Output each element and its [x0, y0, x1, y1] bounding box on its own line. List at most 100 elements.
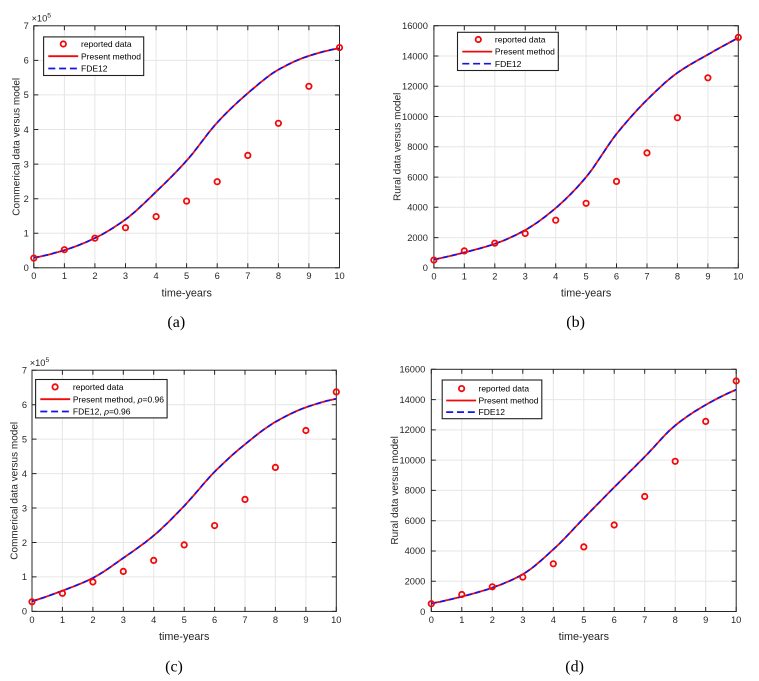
svg-text:2: 2 [22, 538, 27, 548]
svg-text:4: 4 [551, 615, 556, 625]
svg-text:0: 0 [29, 615, 34, 625]
svg-text:14000: 14000 [399, 395, 425, 405]
svg-text:(a): (a) [167, 314, 185, 331]
svg-text:5: 5 [584, 271, 589, 281]
svg-text:12000: 12000 [399, 425, 425, 435]
svg-text:0: 0 [24, 263, 29, 273]
svg-text:6000: 6000 [407, 172, 428, 182]
svg-text:1: 1 [24, 229, 29, 239]
svg-text:5: 5 [22, 434, 27, 444]
svg-text:(c): (c) [165, 658, 183, 675]
svg-text:4: 4 [154, 271, 159, 281]
svg-text:(d): (d) [565, 658, 584, 675]
svg-text:8: 8 [273, 615, 278, 625]
svg-text:6: 6 [612, 615, 617, 625]
svg-text:Present method: Present method [479, 396, 539, 406]
svg-text:Rural data versus model: Rural data versus model [393, 93, 404, 201]
svg-text:Commerical data versus model: Commerical data versus model [11, 78, 22, 216]
svg-text:4: 4 [553, 271, 558, 281]
svg-text:2: 2 [490, 615, 495, 625]
svg-text:8: 8 [675, 271, 680, 281]
svg-text:(b): (b) [566, 314, 585, 331]
svg-text:12000: 12000 [402, 82, 428, 92]
svg-text:9: 9 [306, 271, 311, 281]
svg-text:Present method: Present method [495, 47, 555, 57]
svg-text:7: 7 [642, 615, 647, 625]
svg-text:7: 7 [22, 366, 27, 376]
svg-text:9: 9 [703, 615, 708, 625]
svg-text:8: 8 [276, 271, 281, 281]
svg-text:8000: 8000 [407, 142, 428, 152]
svg-text:7: 7 [644, 271, 649, 281]
svg-text:6: 6 [24, 56, 29, 66]
svg-text:FDE12: FDE12 [479, 407, 506, 417]
svg-text:1: 1 [22, 572, 27, 582]
svg-text:16000: 16000 [402, 21, 428, 31]
svg-text:7: 7 [245, 271, 250, 281]
svg-text:reported data: reported data [479, 384, 530, 394]
svg-text:time-years: time-years [159, 631, 210, 643]
svg-text:1: 1 [462, 271, 467, 281]
svg-text:9: 9 [705, 271, 710, 281]
svg-text:7: 7 [24, 21, 29, 31]
svg-text:time-years: time-years [559, 631, 610, 643]
svg-text:Present method, ρ=0.96: Present method, ρ=0.96 [73, 394, 164, 404]
svg-text:5: 5 [24, 90, 29, 100]
svg-text:8000: 8000 [405, 486, 426, 496]
svg-text:10: 10 [731, 615, 741, 625]
svg-text:0: 0 [420, 607, 425, 617]
svg-text:Present method: Present method [81, 51, 141, 61]
svg-text:5: 5 [182, 615, 187, 625]
svg-text:4: 4 [24, 125, 29, 135]
svg-text:0: 0 [31, 271, 36, 281]
svg-text:4000: 4000 [407, 203, 428, 213]
svg-text:3: 3 [520, 615, 525, 625]
svg-text:2: 2 [24, 194, 29, 204]
svg-text:1: 1 [459, 615, 464, 625]
svg-text:2: 2 [492, 271, 497, 281]
svg-text:16000: 16000 [399, 365, 425, 375]
svg-text:Rural data versus model: Rural data versus model [390, 436, 401, 544]
svg-text:4: 4 [22, 469, 27, 479]
svg-text:6: 6 [215, 271, 220, 281]
svg-text:4000: 4000 [405, 546, 426, 556]
svg-text:reported data: reported data [81, 39, 132, 49]
svg-text:1: 1 [60, 615, 65, 625]
svg-text:×105: ×105 [30, 357, 50, 368]
svg-text:6: 6 [212, 615, 217, 625]
svg-text:2000: 2000 [407, 233, 428, 243]
svg-text:2: 2 [90, 615, 95, 625]
svg-text:FDE12: FDE12 [495, 59, 522, 69]
svg-text:3: 3 [24, 159, 29, 169]
svg-text:6: 6 [22, 400, 27, 410]
svg-text:3: 3 [523, 271, 528, 281]
svg-text:0: 0 [22, 607, 27, 617]
svg-text:time-years: time-years [561, 288, 612, 300]
svg-text:6: 6 [614, 271, 619, 281]
svg-text:0: 0 [429, 615, 434, 625]
svg-text:8: 8 [673, 615, 678, 625]
svg-text:time-years: time-years [161, 288, 212, 300]
svg-text:6000: 6000 [405, 516, 426, 526]
svg-text:0: 0 [423, 263, 428, 273]
svg-text:4: 4 [151, 615, 156, 625]
svg-text:10000: 10000 [402, 112, 428, 122]
svg-text:×105: ×105 [32, 13, 52, 24]
svg-text:3: 3 [121, 615, 126, 625]
svg-text:reported data: reported data [73, 382, 124, 392]
svg-text:0: 0 [431, 271, 436, 281]
svg-text:3: 3 [123, 271, 128, 281]
svg-text:3: 3 [22, 503, 27, 513]
svg-text:FDE12: FDE12 [81, 64, 108, 74]
svg-text:10: 10 [733, 271, 743, 281]
svg-text:5: 5 [581, 615, 586, 625]
svg-text:10000: 10000 [399, 455, 425, 465]
svg-text:reported data: reported data [495, 35, 546, 45]
svg-text:2000: 2000 [405, 577, 426, 587]
svg-text:2: 2 [92, 271, 97, 281]
svg-text:FDE12, ρ=0.96: FDE12, ρ=0.96 [73, 407, 131, 417]
svg-text:10: 10 [334, 271, 344, 281]
svg-text:Commerical data versus model: Commerical data versus model [10, 422, 21, 560]
svg-text:10: 10 [331, 615, 341, 625]
svg-text:5: 5 [184, 271, 189, 281]
